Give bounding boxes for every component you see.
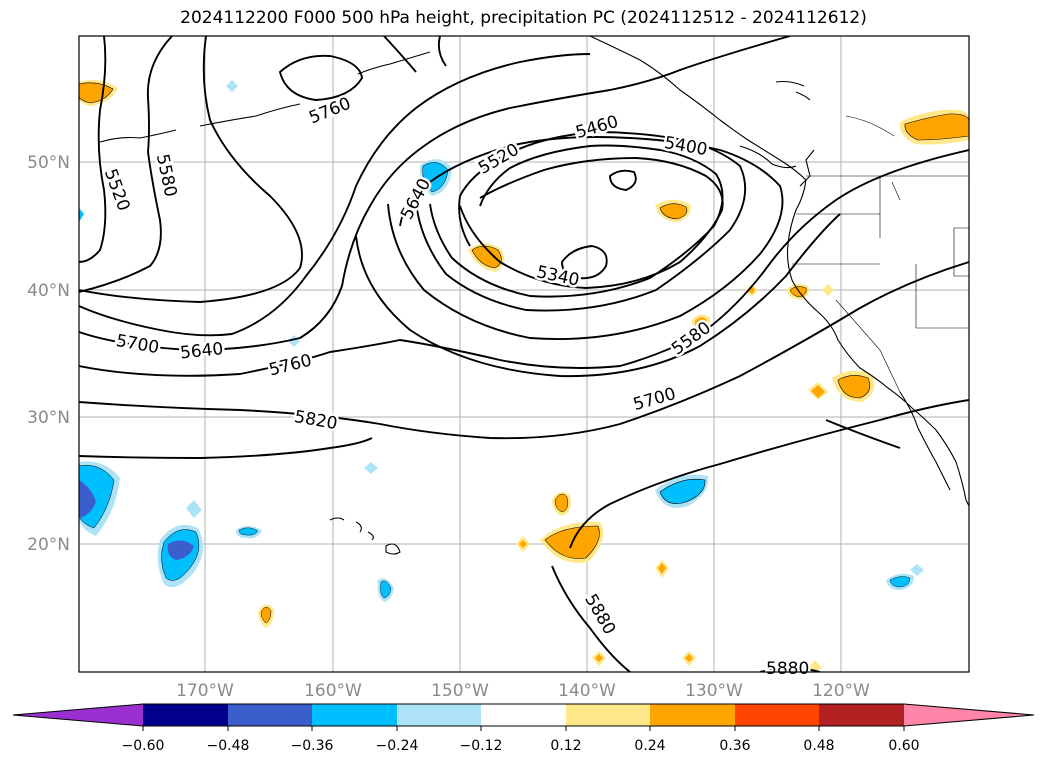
colorbar-tick-label: 0.48 [803,738,834,754]
colorbar-extend-min [13,704,143,726]
colorbar-segment [481,704,566,726]
lon-tick-label: 170°W [176,681,234,701]
lon-tick-label: 140°W [558,681,616,701]
contour-label: 5880 [766,659,809,679]
colorbar-tick-label: 0.24 [634,738,665,754]
lat-tick-label: 30°N [27,408,70,428]
colorbar-segment [735,704,819,726]
height-contours [79,36,969,672]
lon-tick-label: 160°W [304,681,362,701]
lat-tick-label: 40°N [27,281,70,301]
colorbar-segment [566,704,650,726]
coastlines [99,36,969,555]
colorbar-tick-label: −0.60 [122,738,165,754]
colorbar: −0.60 −0.48 −0.36 −0.24 −0.12 0.12 0.24 … [12,703,1035,754]
lon-tick-label: 130°W [685,681,743,701]
political-borders [792,115,969,393]
precip-positive [79,80,969,672]
lon-axis: 170°W 160°W 150°W 140°W 130°W 120°W [176,681,870,701]
colorbar-segment [650,704,735,726]
colorbar-segment [312,704,397,726]
colorbar-extend-max [904,704,1034,726]
lon-tick-label: 120°W [812,681,870,701]
colorbar-tick-label: −0.48 [207,738,250,754]
colorbar-segment [397,704,481,726]
map-frame [78,35,970,673]
colorbar-tick-label: −0.36 [291,738,334,754]
contour-label: 5640 [179,339,224,363]
lat-tick-label: 50°N [27,153,70,173]
colorbar-tick-label: 0.60 [888,738,919,754]
lat-axis: 50°N 40°N 30°N 20°N [27,153,70,555]
colorbar-segment [228,704,312,726]
chart-title: 2024112200 F000 500 hPa height, precipit… [180,8,867,28]
colorbar-segment [819,704,904,726]
precip-negative [79,80,924,602]
colorbar-segment [143,704,228,726]
colorbar-tick-label: −0.24 [376,738,419,754]
colorbar-tick-label: 0.36 [719,738,750,754]
map-area [79,36,969,672]
colorbar-tick-label: −0.12 [460,738,503,754]
colorbar-tick-label: 0.12 [550,738,581,754]
lon-tick-label: 150°W [431,681,489,701]
lat-tick-label: 20°N [27,535,70,555]
